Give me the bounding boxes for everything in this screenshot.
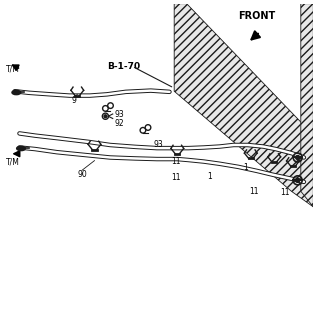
Polygon shape bbox=[301, 4, 313, 207]
Ellipse shape bbox=[17, 146, 25, 151]
Ellipse shape bbox=[12, 90, 21, 95]
Text: 9: 9 bbox=[72, 96, 77, 105]
Circle shape bbox=[296, 156, 300, 159]
Text: 11: 11 bbox=[249, 188, 259, 196]
Text: T/M: T/M bbox=[6, 65, 20, 74]
Text: 93: 93 bbox=[115, 110, 125, 119]
Text: T/M: T/M bbox=[6, 157, 20, 166]
Text: 11: 11 bbox=[280, 188, 290, 197]
Text: 90: 90 bbox=[77, 170, 87, 179]
Text: FRONT: FRONT bbox=[238, 11, 275, 21]
Circle shape bbox=[104, 115, 107, 118]
Text: 93: 93 bbox=[154, 140, 164, 149]
Text: B-1-70: B-1-70 bbox=[107, 62, 140, 71]
Text: 11: 11 bbox=[171, 157, 181, 166]
Circle shape bbox=[296, 178, 300, 182]
Text: 1: 1 bbox=[207, 172, 212, 181]
Polygon shape bbox=[174, 4, 313, 207]
Text: 11: 11 bbox=[171, 173, 181, 182]
Text: 92: 92 bbox=[115, 119, 124, 128]
Text: 1: 1 bbox=[243, 163, 248, 172]
